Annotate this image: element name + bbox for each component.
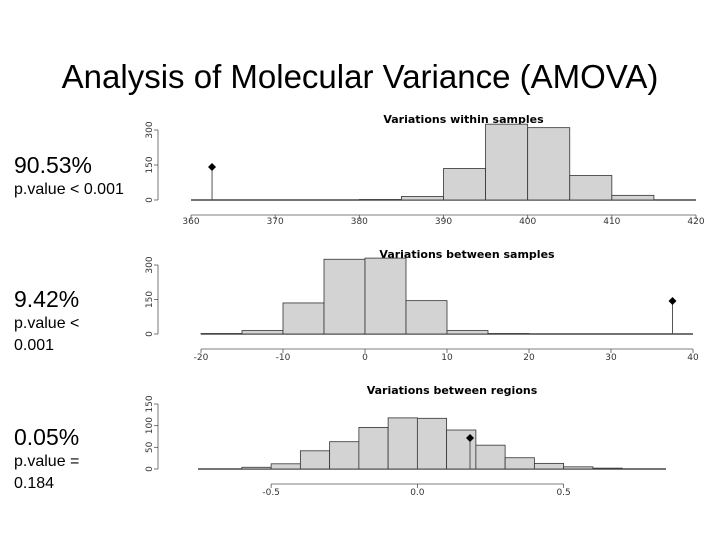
chart-1-y-tick-label: 300 <box>145 121 155 138</box>
chart-1-y-tick-label: 0 <box>145 197 155 203</box>
chart-2-bar <box>487 333 530 335</box>
chart-1-x-tick-label: 420 <box>687 217 704 227</box>
chart-3-bar <box>416 417 448 470</box>
chart-1-x-tick-label: 360 <box>182 217 199 227</box>
chart-3-bar <box>387 417 418 470</box>
chart-3-bar <box>475 444 506 470</box>
chart-2-x-tick-label: 0 <box>362 353 368 363</box>
chart-3-bar <box>329 441 360 470</box>
chart-2-bar <box>282 302 325 335</box>
chart-2-bar <box>446 330 489 335</box>
chart-2-bar <box>200 333 243 335</box>
chart-2-title: Variations between samples <box>379 248 555 261</box>
panel-3-percent: 0.05% <box>14 424 80 450</box>
chart-3-bar <box>592 467 623 470</box>
chart-2-observed-marker <box>668 297 677 305</box>
panel-3-stats: 0.05% p.value = 0.184 <box>14 424 124 495</box>
chart-1-x-tick-label: 410 <box>603 217 620 227</box>
chart-3-bar <box>533 462 565 470</box>
chart-3-y-tick-label: 150 <box>145 395 155 412</box>
slide-title: Analysis of Molecular Variance (AMOVA) <box>61 58 659 95</box>
chart-3-bar <box>504 457 535 470</box>
chart-1-x-tick-label: 380 <box>351 217 368 227</box>
chart-3-bar <box>241 466 272 470</box>
panel-1-pvalue: p.value < 0.001 <box>14 181 124 198</box>
chart-1-bar <box>401 196 444 201</box>
chart-2-x-tick-label: 30 <box>605 353 617 363</box>
chart-2-x-tick-label: 10 <box>441 353 453 363</box>
chart-1-bar <box>569 175 613 201</box>
chart-3-title: Variations between regions <box>367 384 538 397</box>
chart-1-x-tick-label: 370 <box>267 217 284 227</box>
chart-3-x-tick-label: 0.5 <box>556 488 570 498</box>
chart-2-bar <box>241 330 284 335</box>
chart-1-bar <box>358 199 402 201</box>
chart-2-x-tick-label: 20 <box>523 353 535 363</box>
chart-3-bar <box>299 450 331 470</box>
panel-2-percent: 9.42% <box>14 286 80 312</box>
chart-3-observed-marker <box>466 434 475 442</box>
chart-2-y-tick-label: 0 <box>145 331 155 337</box>
chart-1-x-tick-label: 390 <box>435 217 452 227</box>
chart-2-y-tick-label: 300 <box>145 256 155 273</box>
chart-3-y-tick-label: 50 <box>145 441 155 453</box>
chart-1-bar <box>485 123 529 201</box>
chart-3-y-tick-label: 100 <box>145 417 155 434</box>
chart-2-bar <box>323 258 366 335</box>
chart-2-x-tick-label: 40 <box>687 353 699 363</box>
chart-3-x-tick-label: 0.0 <box>410 488 425 498</box>
chart-2-x-tick-label: -20 <box>194 353 209 363</box>
chart-2-x-tick-label: -10 <box>276 353 291 363</box>
panel-1-percent: 90.53% <box>14 152 93 178</box>
chart-2-y-tick-label: 150 <box>145 291 155 308</box>
chart-3-bar <box>563 466 594 470</box>
chart-1-y-tick-label: 150 <box>145 156 155 173</box>
chart-1-observed-marker <box>208 163 217 171</box>
chart-1-title: Variations within samples <box>383 113 544 126</box>
chart-3-y-tick-label: 0 <box>145 466 155 472</box>
panel-2-stats: 9.42% p.value < 0.001 <box>14 286 124 357</box>
chart-2-bar <box>364 257 407 335</box>
chart-1-x-tick-label: 400 <box>519 217 536 227</box>
chart-1-bar <box>443 168 486 201</box>
panel-2-pvalue: p.value < 0.001 <box>14 315 80 354</box>
chart-1-bar <box>527 127 571 201</box>
panel-1-stats: 90.53% p.value < 0.001 <box>14 152 154 201</box>
chart-2-bar <box>405 300 448 335</box>
chart-1-bar <box>611 194 655 201</box>
chart-3-bar <box>358 426 389 470</box>
chart-3-x-tick-label: -0.5 <box>262 488 280 498</box>
chart-3-bar <box>270 463 301 470</box>
panel-3-pvalue: p.value = 0.184 <box>14 453 80 492</box>
